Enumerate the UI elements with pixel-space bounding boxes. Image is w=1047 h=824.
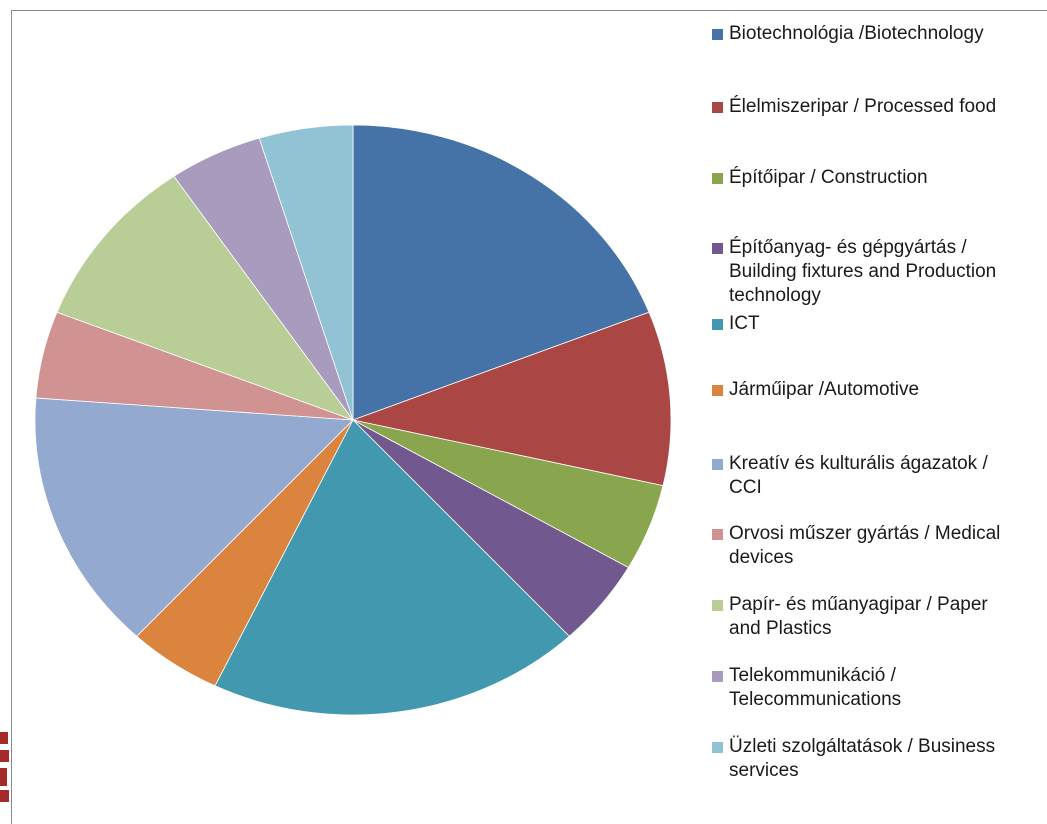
legend-swatch-5 bbox=[712, 319, 723, 330]
legend-swatch-6 bbox=[712, 385, 723, 396]
legend-swatch-11 bbox=[712, 742, 723, 753]
legend-item-7: Kreatív és kulturális ágazatok / CCI bbox=[712, 452, 1042, 500]
legend-item-1: Biotechnológia /Biotechnology bbox=[712, 22, 1042, 46]
legend-label-2: Élelmiszeripar / Processed food bbox=[729, 96, 997, 117]
legend-item-3: Építőipar / Construction bbox=[712, 166, 1042, 190]
legend-item-11: Üzleti szolgáltatások / Business service… bbox=[712, 735, 1042, 783]
pie-slice-5 bbox=[214, 419, 570, 716]
pie-slice-1 bbox=[352, 124, 650, 421]
legend-item-6: Járműipar /Automotive bbox=[712, 378, 1042, 402]
legend-label-3: Építőipar / Construction bbox=[729, 167, 928, 188]
pie-slice-9 bbox=[56, 175, 355, 421]
logo-stamp-fragment bbox=[0, 728, 10, 806]
legend-item-9: Papír- és műanyagipar / Paper and Plasti… bbox=[712, 593, 1042, 641]
legend-swatch-7 bbox=[712, 459, 723, 470]
legend-item-4: Építőanyag- és gépgyártás / Building fix… bbox=[712, 236, 1042, 308]
legend-item-10: Telekommunikáció / Telecommunications bbox=[712, 664, 1042, 712]
legend-label-4: Építőanyag- és gépgyártás / Building fix… bbox=[729, 237, 997, 306]
legend-swatch-2 bbox=[712, 102, 723, 113]
legend-swatch-1 bbox=[712, 29, 723, 40]
legend-label-7: Kreatív és kulturális ágazatok / CCI bbox=[729, 453, 988, 498]
pie-slice-2 bbox=[351, 311, 672, 487]
legend-label-11: Üzleti szolgáltatások / Business service… bbox=[729, 736, 996, 781]
legend-item-5: ICT bbox=[712, 312, 1042, 336]
pie-chart bbox=[34, 124, 672, 716]
legend-swatch-9 bbox=[712, 600, 723, 611]
pie-slice-11 bbox=[258, 124, 354, 421]
legend-label-6: Járműipar /Automotive bbox=[729, 379, 920, 400]
legend-label-1: Biotechnológia /Biotechnology bbox=[729, 23, 984, 44]
legend-label-9: Papír- és műanyagipar / Paper and Plasti… bbox=[729, 594, 988, 639]
legend-item-2: Élelmiszeripar / Processed food bbox=[712, 95, 1042, 119]
legend-item-8: Orvosi műszer gyártás / Medical devices bbox=[712, 522, 1042, 570]
legend-label-10: Telekommunikáció / Telecommunications bbox=[729, 665, 902, 710]
legend-swatch-10 bbox=[712, 671, 723, 682]
legend-label-8: Orvosi műszer gyártás / Medical devices bbox=[729, 523, 1001, 568]
pie-slice-7 bbox=[34, 397, 354, 637]
legend-swatch-3 bbox=[712, 173, 723, 184]
legend-swatch-4 bbox=[712, 243, 723, 254]
legend-swatch-8 bbox=[712, 529, 723, 540]
legend-label-5: ICT bbox=[729, 313, 760, 334]
